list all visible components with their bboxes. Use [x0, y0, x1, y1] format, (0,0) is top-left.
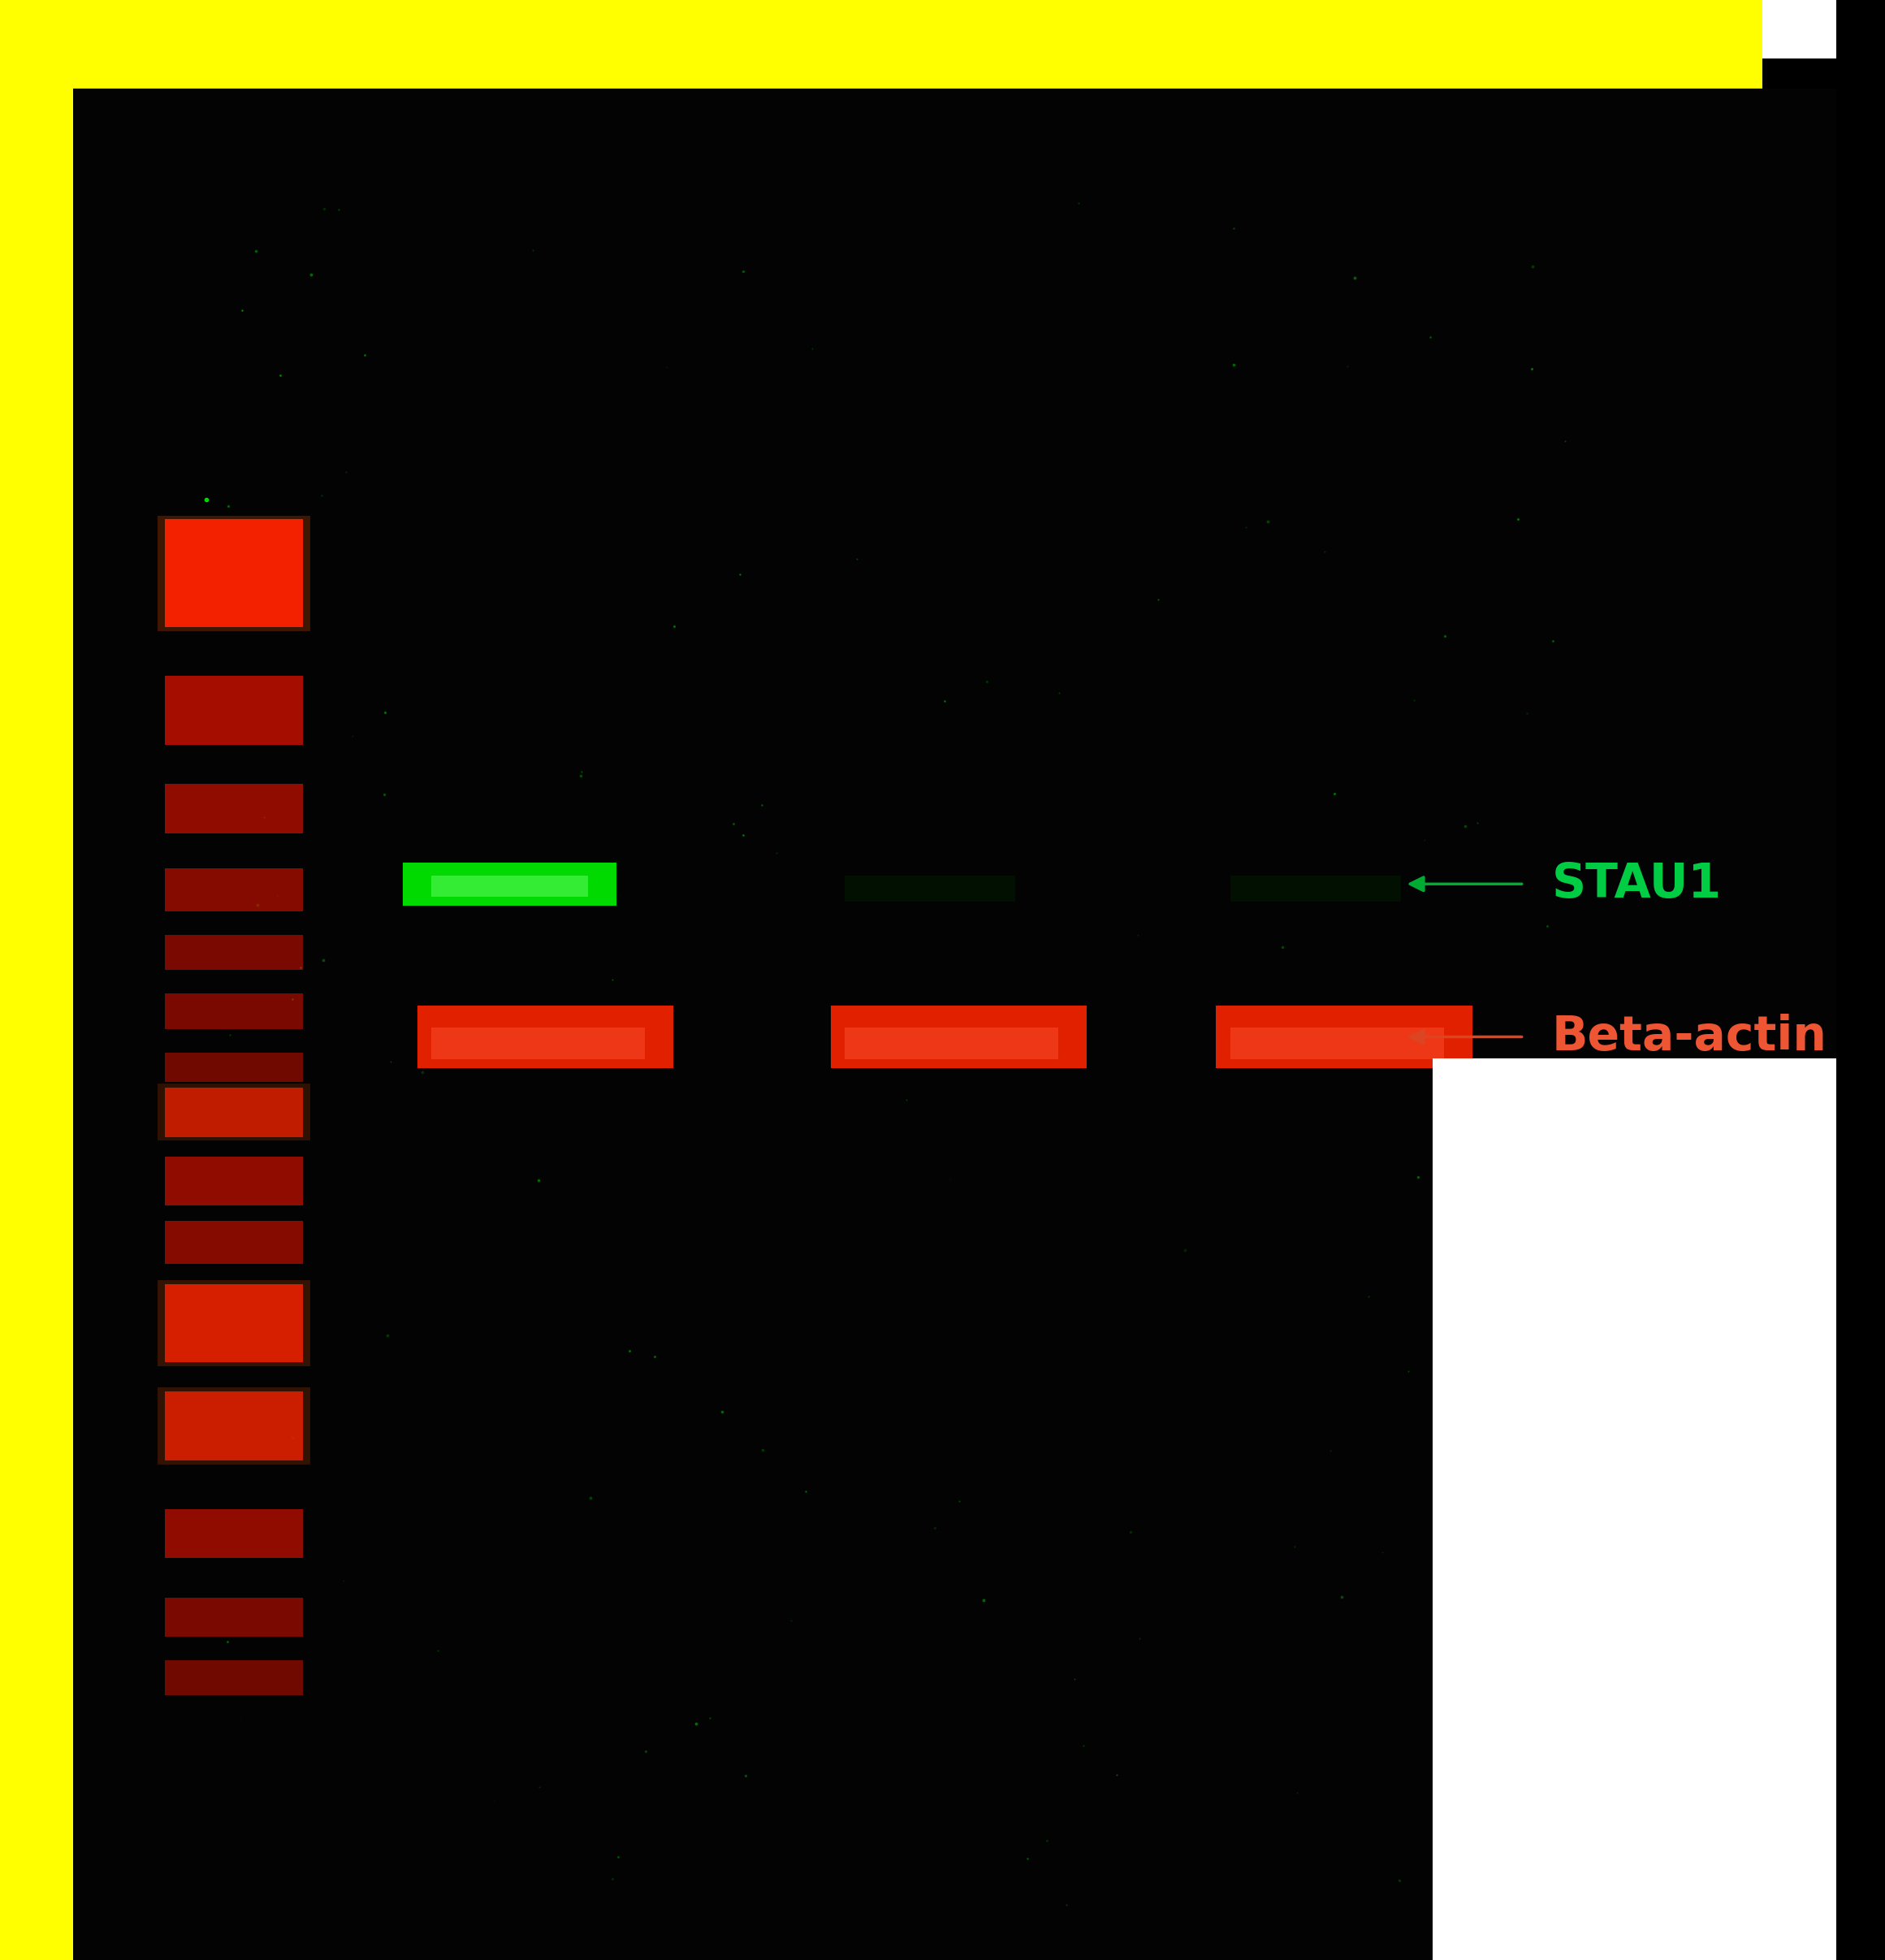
- Bar: [166, 1088, 303, 1137]
- Bar: [166, 1509, 303, 1558]
- Bar: [432, 876, 588, 898]
- Bar: [432, 1027, 645, 1058]
- Bar: [166, 1597, 303, 1637]
- Bar: [166, 868, 303, 911]
- Bar: [158, 515, 311, 631]
- Bar: [1433, 1058, 1836, 1960]
- Bar: [1216, 1005, 1472, 1068]
- Bar: [417, 1005, 673, 1068]
- Bar: [831, 1005, 1086, 1068]
- Bar: [403, 862, 616, 906]
- Text: Beta-actin: Beta-actin: [1551, 1013, 1827, 1060]
- Bar: [1762, 0, 1836, 59]
- Bar: [0, 0, 1762, 88]
- Bar: [844, 1027, 1057, 1058]
- Bar: [158, 1280, 311, 1366]
- Bar: [166, 1284, 303, 1362]
- Bar: [1231, 876, 1401, 902]
- Bar: [166, 519, 303, 627]
- Bar: [166, 1221, 303, 1264]
- Bar: [166, 935, 303, 970]
- Bar: [166, 994, 303, 1029]
- Bar: [166, 1156, 303, 1205]
- Bar: [1231, 1027, 1444, 1058]
- Text: STAU1: STAU1: [1551, 860, 1721, 907]
- Bar: [166, 676, 303, 745]
- Bar: [158, 1084, 311, 1141]
- Bar: [844, 876, 1016, 902]
- Bar: [166, 1053, 303, 1082]
- Bar: [166, 1660, 303, 1695]
- Bar: [0, 88, 74, 1960]
- Bar: [166, 1392, 303, 1460]
- Bar: [166, 784, 303, 833]
- Bar: [158, 1388, 311, 1464]
